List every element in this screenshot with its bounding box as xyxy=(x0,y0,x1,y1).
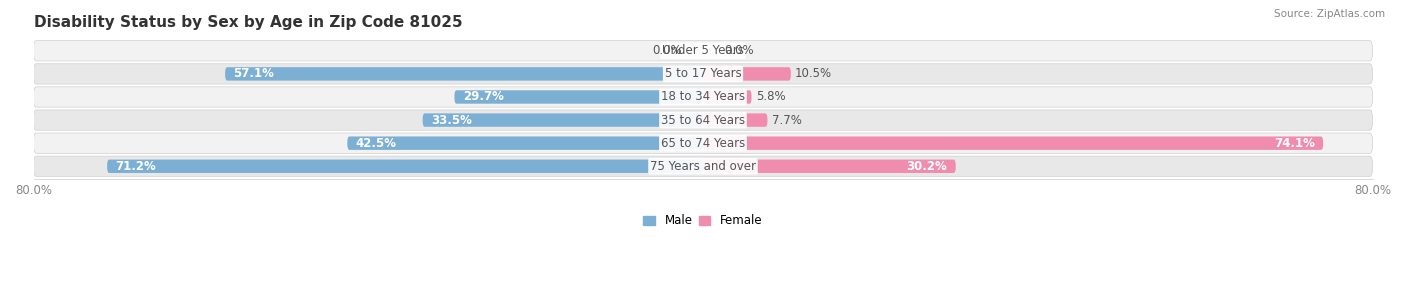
FancyBboxPatch shape xyxy=(34,64,1372,84)
Text: 35 to 64 Years: 35 to 64 Years xyxy=(661,113,745,127)
FancyBboxPatch shape xyxy=(34,41,1372,61)
Text: 7.7%: 7.7% xyxy=(772,113,801,127)
Text: 33.5%: 33.5% xyxy=(432,113,472,127)
FancyBboxPatch shape xyxy=(225,67,703,81)
Text: 5.8%: 5.8% xyxy=(755,91,786,103)
Legend: Male, Female: Male, Female xyxy=(638,210,768,232)
Text: 71.2%: 71.2% xyxy=(115,160,156,173)
Text: 30.2%: 30.2% xyxy=(907,160,948,173)
FancyBboxPatch shape xyxy=(423,113,703,127)
Text: 0.0%: 0.0% xyxy=(652,44,682,57)
FancyBboxPatch shape xyxy=(34,133,1372,153)
FancyBboxPatch shape xyxy=(347,136,703,150)
Text: 29.7%: 29.7% xyxy=(463,91,503,103)
FancyBboxPatch shape xyxy=(703,90,752,104)
Text: Under 5 Years: Under 5 Years xyxy=(662,44,744,57)
FancyBboxPatch shape xyxy=(454,90,703,104)
FancyBboxPatch shape xyxy=(703,67,790,81)
FancyBboxPatch shape xyxy=(107,160,703,173)
FancyBboxPatch shape xyxy=(703,136,1323,150)
Text: 18 to 34 Years: 18 to 34 Years xyxy=(661,91,745,103)
Text: 0.0%: 0.0% xyxy=(724,44,754,57)
Text: 57.1%: 57.1% xyxy=(233,67,274,81)
FancyBboxPatch shape xyxy=(34,87,1372,107)
Text: 5 to 17 Years: 5 to 17 Years xyxy=(665,67,741,81)
FancyBboxPatch shape xyxy=(34,156,1372,176)
Text: 75 Years and over: 75 Years and over xyxy=(650,160,756,173)
Text: Disability Status by Sex by Age in Zip Code 81025: Disability Status by Sex by Age in Zip C… xyxy=(34,15,463,30)
Text: 10.5%: 10.5% xyxy=(794,67,832,81)
FancyBboxPatch shape xyxy=(703,113,768,127)
Text: Source: ZipAtlas.com: Source: ZipAtlas.com xyxy=(1274,9,1385,19)
Text: 65 to 74 Years: 65 to 74 Years xyxy=(661,137,745,150)
Text: 74.1%: 74.1% xyxy=(1274,137,1315,150)
FancyBboxPatch shape xyxy=(703,160,956,173)
Text: 42.5%: 42.5% xyxy=(356,137,396,150)
FancyBboxPatch shape xyxy=(34,110,1372,130)
